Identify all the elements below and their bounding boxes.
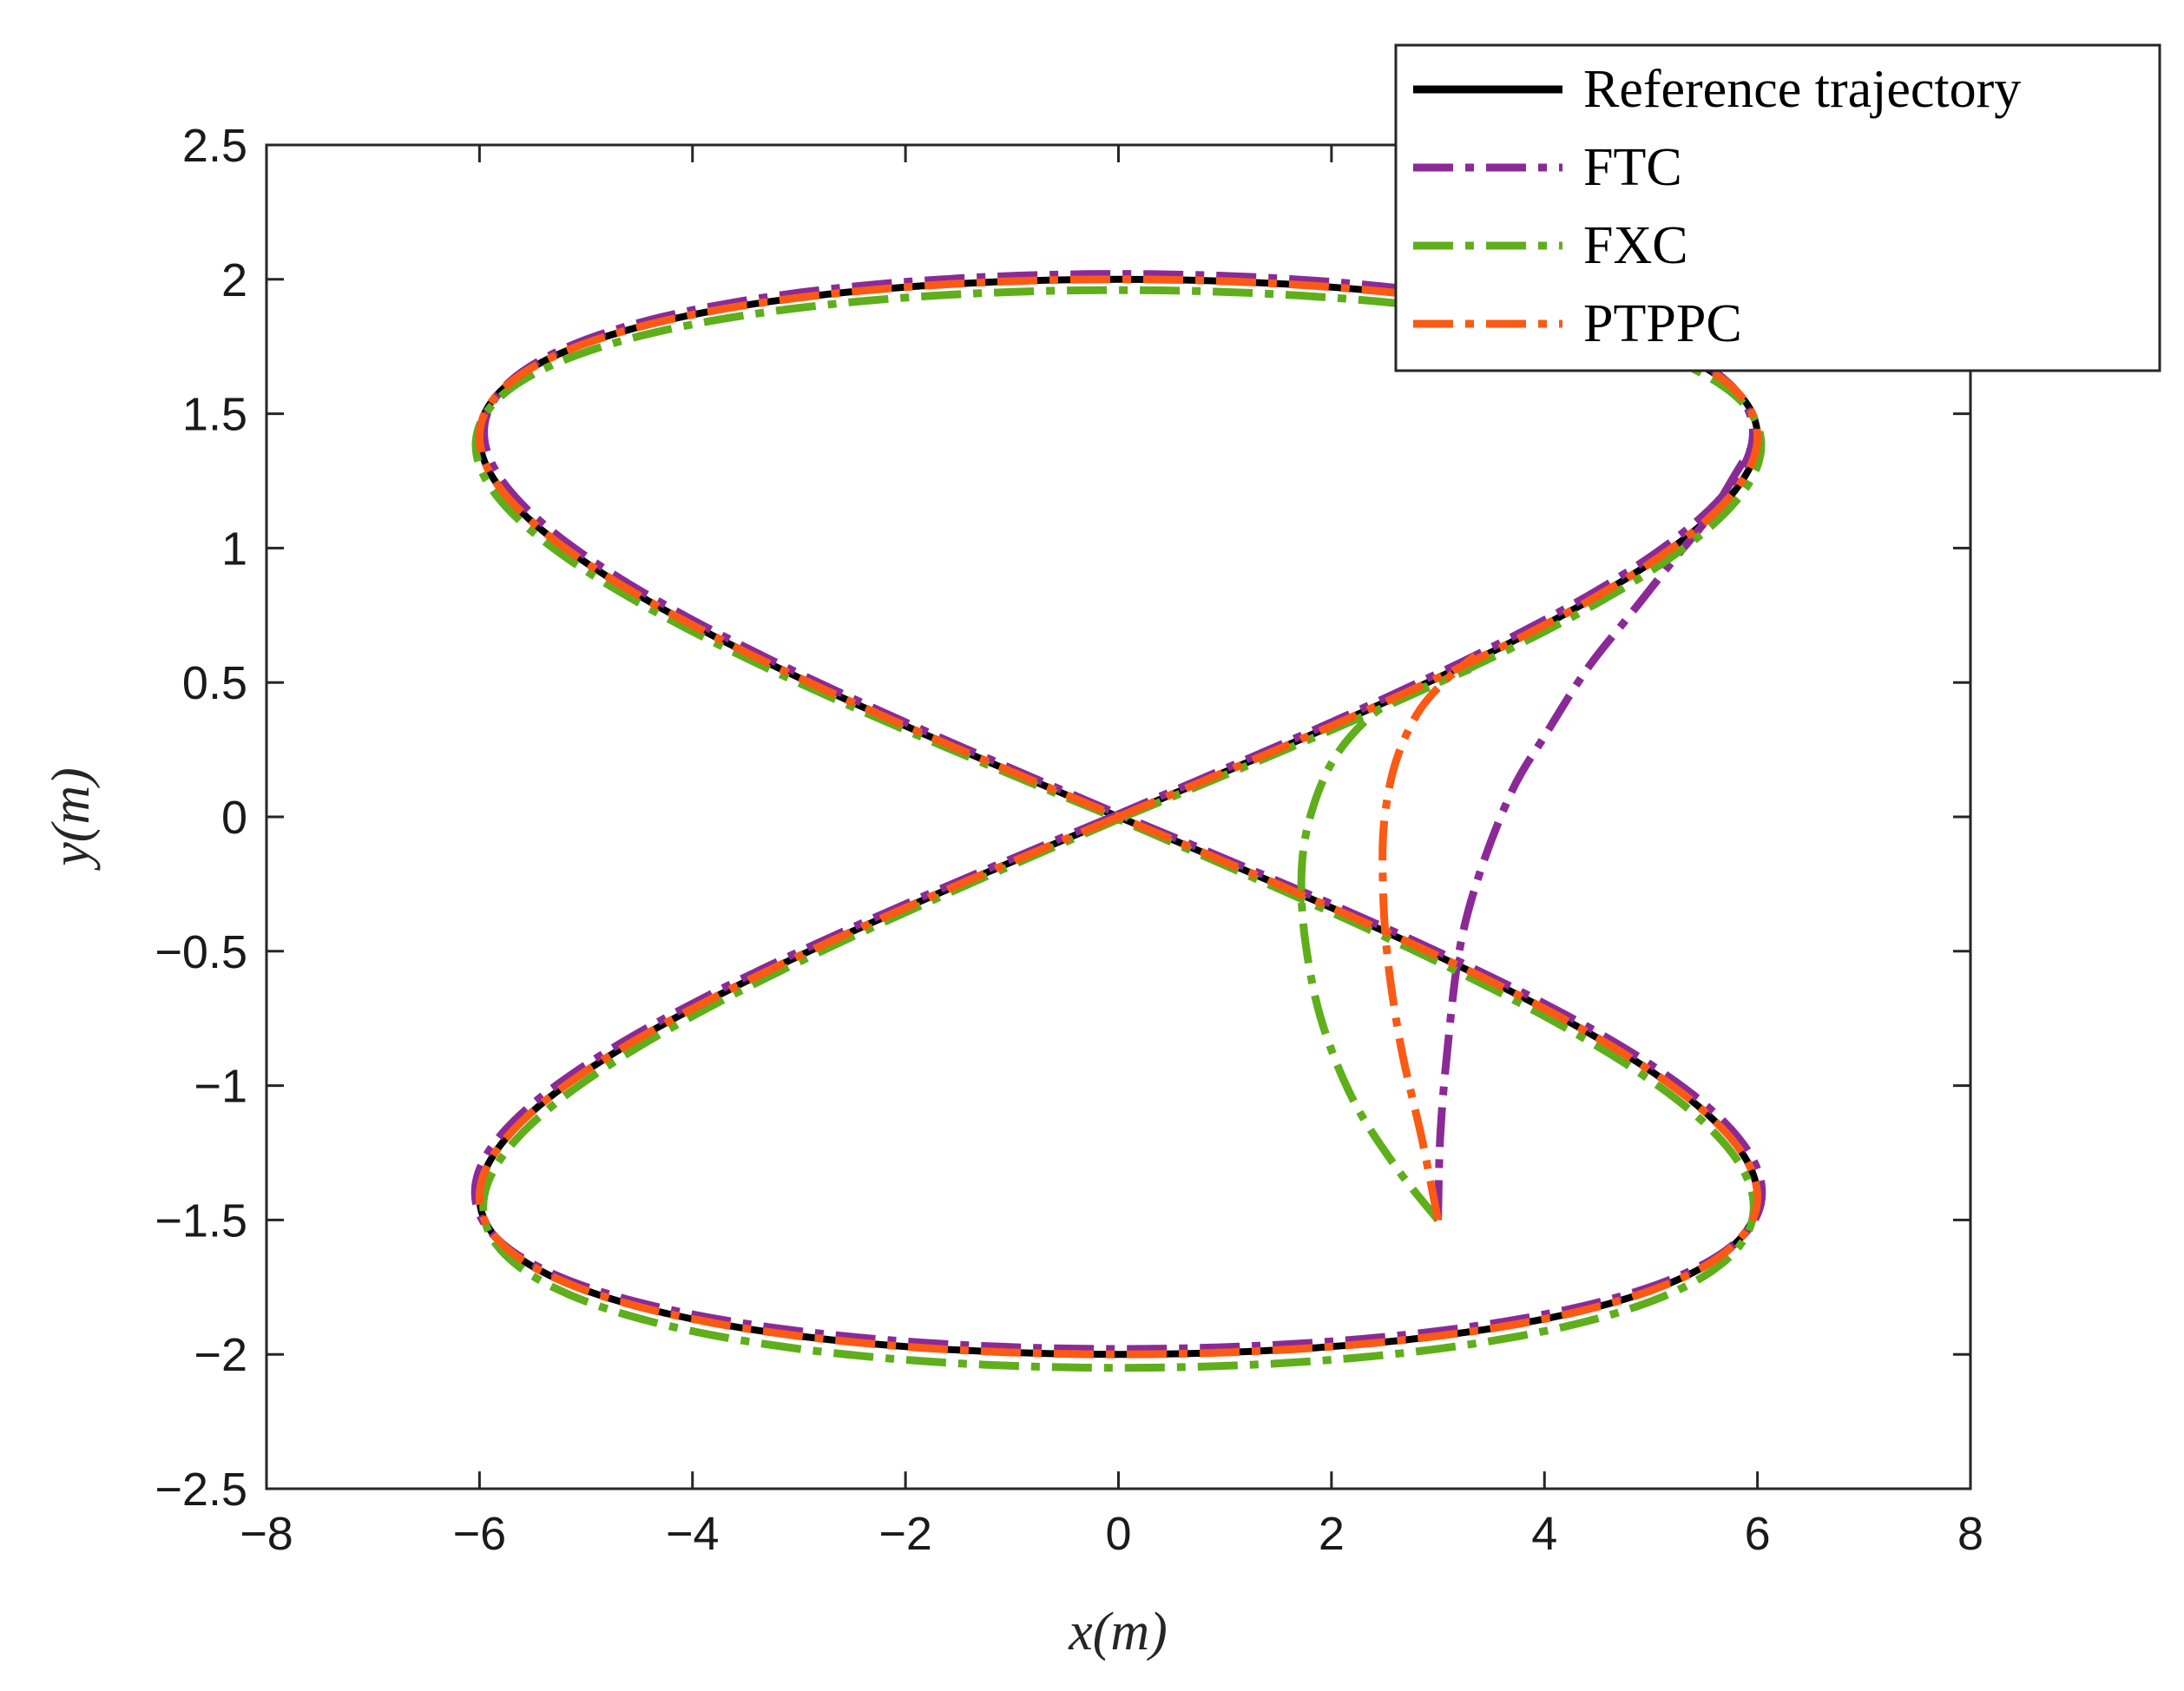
x-tick-label: 0 (1105, 1508, 1131, 1560)
legend-box (1394, 43, 2161, 372)
y-tick-label: 2.5 (182, 120, 247, 172)
y-tick-label: 0.5 (182, 657, 247, 709)
series-ftc-transient (1434, 436, 1761, 1221)
legend: Reference trajectory FTC FXC PTPPC (1394, 43, 2161, 372)
y-axis-label: y(m) (42, 767, 101, 872)
y-tick-label: 1.5 (182, 389, 247, 441)
y-tick-label: 1 (221, 523, 247, 575)
x-tick-label: 6 (1745, 1508, 1771, 1560)
x-tick-label: −6 (453, 1508, 507, 1560)
x-tick-label: 4 (1531, 1508, 1557, 1560)
legend-label: PTPPC (1583, 294, 1742, 353)
y-tick-label: 2 (221, 254, 247, 306)
legend-label: FTC (1583, 138, 1682, 197)
ticks-layer: −8 −6 −4 −2 0 2 4 6 8 −2.5 −2 −1.5 −1 −0.5 0 0.5 1 1.5 2 2.… (155, 120, 1983, 1560)
x-tick-label: −2 (878, 1508, 932, 1560)
legend-label: Reference trajectory (1583, 60, 2021, 119)
y-tick-label: −2 (194, 1329, 247, 1381)
x-axis-label: x(m) (1068, 1602, 1168, 1661)
y-tick-label: −2.5 (155, 1464, 247, 1516)
x-tick-label: −4 (666, 1508, 720, 1560)
y-tick-label: −0.5 (155, 926, 247, 978)
legend-label: FXC (1583, 216, 1688, 275)
x-tick-label: 2 (1319, 1508, 1345, 1560)
y-tick-label: −1 (194, 1061, 247, 1113)
x-tick-label: −8 (240, 1508, 293, 1560)
x-tick-label: 8 (1957, 1508, 1983, 1560)
y-tick-label: −1.5 (155, 1194, 247, 1247)
series-ptppc-transient (1378, 652, 1478, 1221)
y-tick-label: 0 (221, 792, 247, 844)
